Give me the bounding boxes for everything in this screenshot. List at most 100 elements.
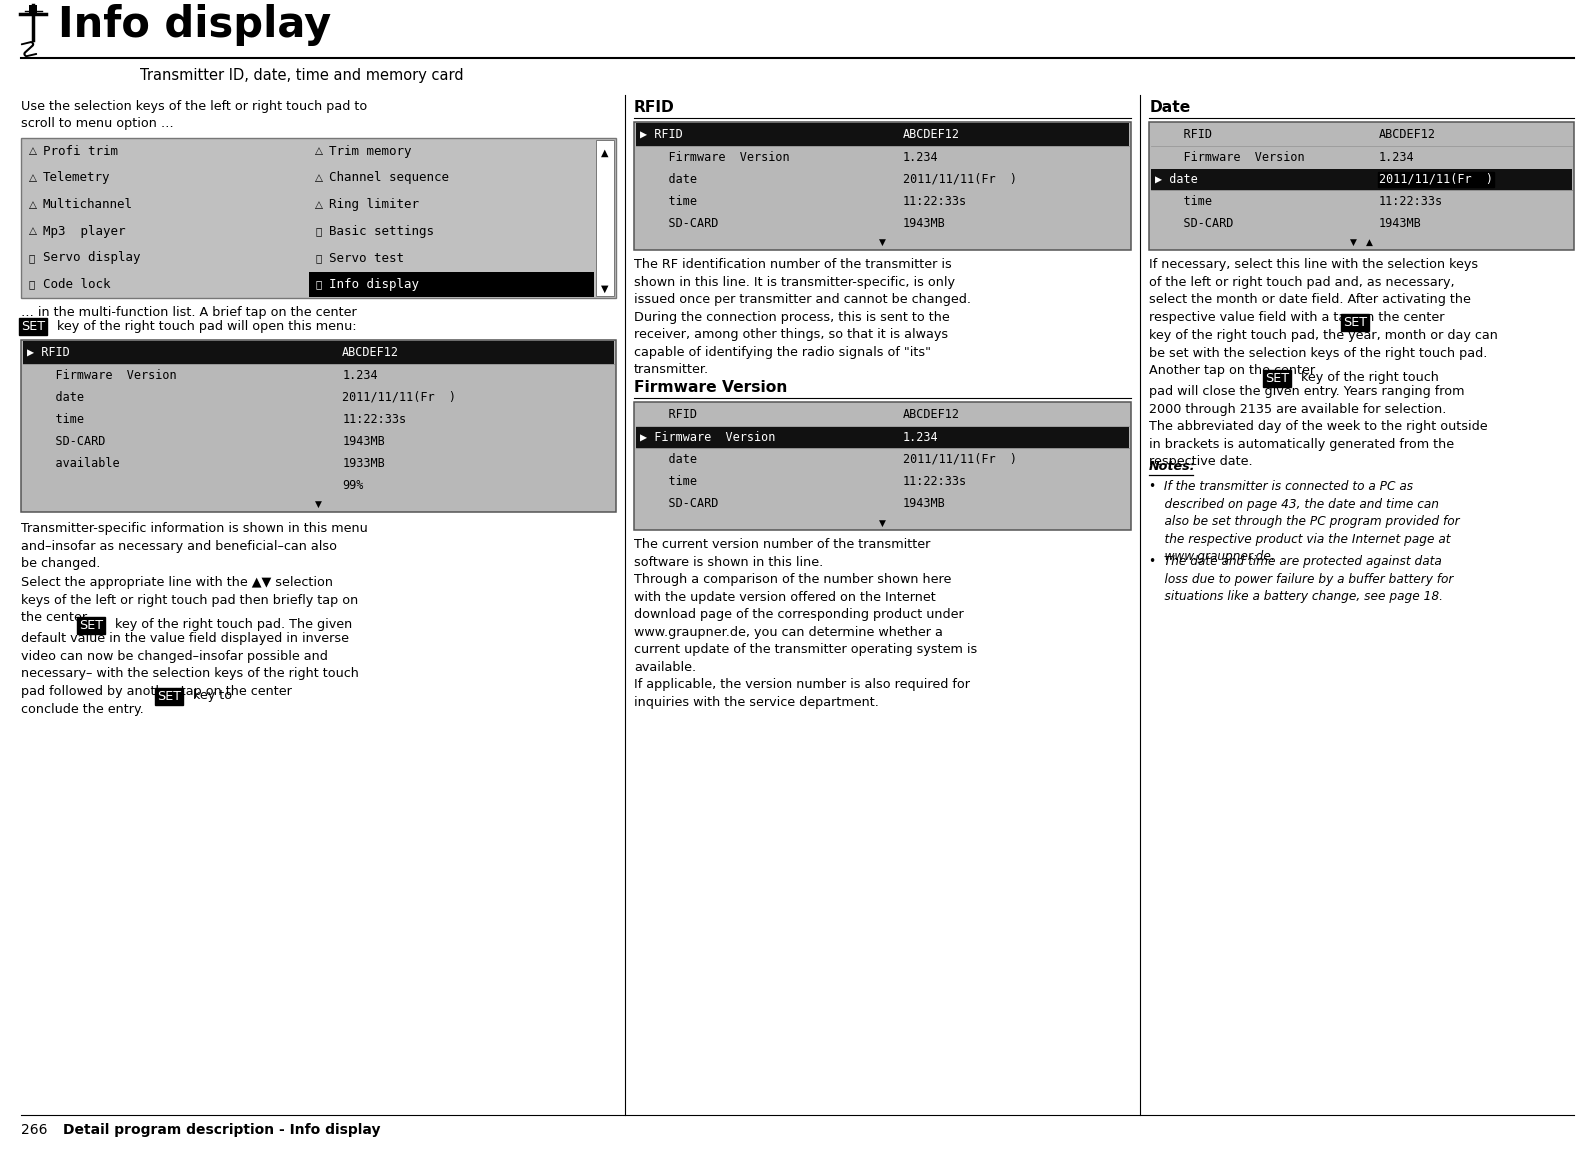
Text: ⮡: ⮡: [316, 253, 322, 263]
Text: Firmware  Version: Firmware Version: [640, 151, 790, 164]
Bar: [1150, 122, 1574, 250]
Text: SET: SET: [78, 620, 102, 632]
Text: date: date: [640, 453, 697, 465]
Text: ▶ RFID: ▶ RFID: [27, 346, 70, 358]
Text: 11:22:33s: 11:22:33s: [1378, 195, 1443, 207]
Text: ▼: ▼: [879, 518, 887, 528]
Bar: [597, 141, 614, 296]
Text: 2011/11/11(Fr  ): 2011/11/11(Fr ): [343, 391, 456, 403]
Bar: [636, 123, 1129, 146]
Text: 2011/11/11(Fr  ): 2011/11/11(Fr ): [903, 173, 1016, 185]
Text: ☡: ☡: [18, 41, 38, 62]
Text: 1.234: 1.234: [903, 151, 938, 164]
Text: △: △: [29, 199, 37, 210]
Text: 1.234: 1.234: [903, 431, 938, 444]
Bar: [309, 272, 593, 297]
Text: 266: 266: [21, 1123, 48, 1137]
Text: Date: Date: [1150, 100, 1190, 115]
Text: ⮡: ⮡: [316, 280, 322, 289]
Text: ABCDEF12: ABCDEF12: [903, 408, 960, 420]
Text: Basic settings: Basic settings: [330, 225, 434, 237]
Text: time: time: [640, 475, 697, 488]
Text: Firmware  Version: Firmware Version: [27, 369, 177, 381]
Text: ▶ RFID: ▶ RFID: [640, 128, 683, 141]
Text: Profi trim: Profi trim: [43, 145, 118, 158]
Bar: [635, 122, 1131, 250]
Bar: [1152, 169, 1573, 190]
Text: ▼: ▼: [1351, 238, 1357, 248]
Text: ▲: ▲: [601, 147, 609, 158]
Text: 1943MB: 1943MB: [1378, 217, 1421, 229]
Text: key of the right touch: key of the right touch: [1297, 371, 1439, 385]
Text: ▶ date: ▶ date: [1155, 173, 1198, 185]
Text: RFID: RFID: [635, 100, 675, 115]
Bar: [635, 402, 1131, 530]
Bar: [21, 340, 616, 513]
Text: ▼: ▼: [314, 500, 322, 509]
Text: time: time: [640, 195, 697, 207]
Text: Transmitter ID, date, time and memory card: Transmitter ID, date, time and memory ca…: [140, 68, 464, 83]
Text: Info display: Info display: [57, 3, 332, 46]
Text: … in the multi-function list. A brief tap on the center: … in the multi-function list. A brief ta…: [21, 306, 357, 319]
Text: •  If the transmitter is connected to a PC as
    described on page 43, the date: • If the transmitter is connected to a P…: [1150, 480, 1459, 563]
Text: 1.234: 1.234: [343, 369, 378, 381]
Text: ▲: ▲: [1367, 238, 1373, 248]
Text: Firmware  Version: Firmware Version: [1155, 151, 1305, 164]
Text: ABCDEF12: ABCDEF12: [343, 346, 399, 358]
Text: 11:22:33s: 11:22:33s: [903, 195, 967, 207]
Text: 1.234: 1.234: [1378, 151, 1415, 164]
Text: Mp3  player: Mp3 player: [43, 225, 126, 237]
Text: 1943MB: 1943MB: [903, 217, 946, 229]
Text: Trim memory: Trim memory: [330, 145, 412, 158]
Text: ▼: ▼: [601, 285, 609, 294]
Text: SET: SET: [1343, 316, 1367, 329]
Text: pad will close the given entry. Years ranging from
2000 through 2135 are availab: pad will close the given entry. Years ra…: [1150, 385, 1488, 468]
Text: time: time: [1155, 195, 1212, 207]
Text: Info display: Info display: [330, 278, 419, 291]
Text: △: △: [316, 199, 324, 210]
Text: key of the right touch pad. The given: key of the right touch pad. The given: [110, 619, 352, 631]
Text: conclude the entry.: conclude the entry.: [21, 703, 144, 717]
Text: key of the right touch pad, the year, month or day can
be set with the selection: key of the right touch pad, the year, mo…: [1150, 329, 1498, 377]
Text: Channel sequence: Channel sequence: [330, 172, 450, 184]
Text: •  The date and time are protected against data
    loss due to power failure by: • The date and time are protected agains…: [1150, 555, 1453, 604]
Text: △: △: [29, 146, 37, 157]
Text: SET: SET: [21, 320, 45, 333]
Text: date: date: [640, 173, 697, 185]
Text: ⮡: ⮡: [29, 280, 35, 289]
Text: SET: SET: [1265, 372, 1289, 385]
Text: The RF identification number of the transmitter is
shown in this line. It is tra: The RF identification number of the tran…: [635, 258, 971, 377]
Text: SD-CARD: SD-CARD: [1155, 217, 1233, 229]
Text: 1943MB: 1943MB: [343, 434, 384, 448]
Text: △: △: [29, 226, 37, 236]
Text: Firmware Version: Firmware Version: [635, 380, 788, 395]
Text: If necessary, select this line with the selection keys
of the left or right touc: If necessary, select this line with the …: [1150, 258, 1479, 324]
Text: ABCDEF12: ABCDEF12: [1378, 128, 1436, 141]
Text: RFID: RFID: [1155, 128, 1212, 141]
Text: 11:22:33s: 11:22:33s: [903, 475, 967, 488]
Text: 1943MB: 1943MB: [903, 497, 946, 510]
Text: Multichannel: Multichannel: [43, 198, 132, 211]
Text: 2011/11/11(Fr  ): 2011/11/11(Fr ): [903, 453, 1016, 465]
Text: time: time: [27, 412, 83, 426]
Text: ▶ Firmware  Version: ▶ Firmware Version: [640, 431, 775, 444]
Text: SD-CARD: SD-CARD: [640, 497, 718, 510]
Text: Select the appropriate line with the ▲▼ selection
keys of the left or right touc: Select the appropriate line with the ▲▼ …: [21, 576, 357, 624]
Text: Servo display: Servo display: [43, 251, 140, 265]
Text: key of the right touch pad will open this menu:: key of the right touch pad will open thi…: [53, 320, 356, 333]
Text: SET: SET: [156, 690, 180, 703]
Text: SD-CARD: SD-CARD: [640, 217, 718, 229]
Bar: [636, 427, 1129, 448]
Text: Servo test: Servo test: [330, 251, 405, 265]
Text: key to: key to: [188, 689, 231, 703]
Text: ABCDEF12: ABCDEF12: [903, 128, 960, 141]
Text: available: available: [27, 456, 120, 470]
Text: 11:22:33s: 11:22:33s: [343, 412, 407, 426]
Text: SD-CARD: SD-CARD: [27, 434, 105, 448]
Text: 99%: 99%: [343, 479, 364, 492]
Text: Notes:: Notes:: [1150, 460, 1196, 473]
Text: Telemetry: Telemetry: [43, 172, 110, 184]
Text: ▼: ▼: [879, 238, 887, 248]
Text: △: △: [29, 173, 37, 183]
Text: The current version number of the transmitter
software is shown in this line.
Th: The current version number of the transm…: [635, 538, 978, 708]
